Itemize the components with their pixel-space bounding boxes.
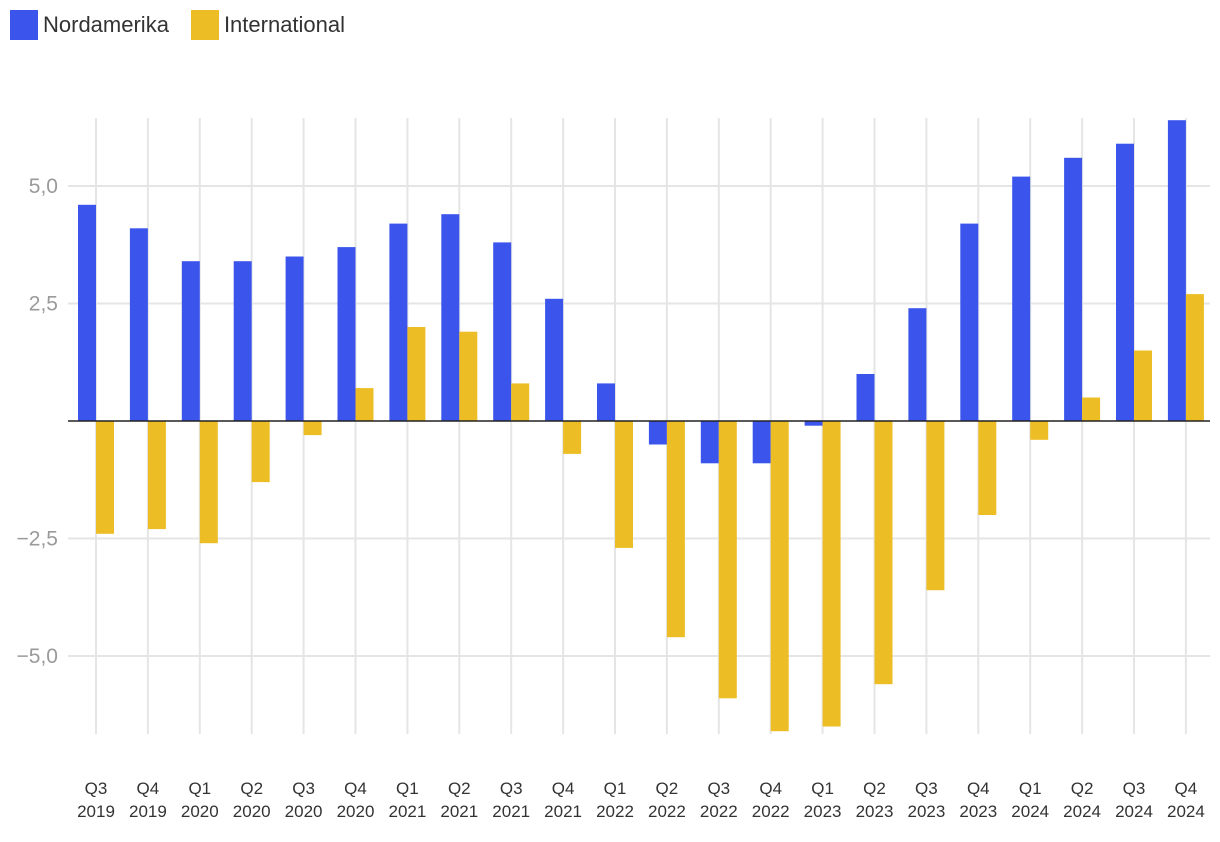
legend-item-international: International	[190, 10, 346, 40]
bar-international	[770, 421, 789, 732]
x-tick-label: Q2 2022	[648, 779, 686, 821]
bar-international	[199, 421, 218, 544]
legend-label-nordamerika: Nordamerika	[43, 12, 169, 37]
bar-nordamerika	[389, 223, 408, 421]
y-tick-label: 5,0	[29, 175, 58, 198]
x-tick-label: Q4 2022	[752, 779, 790, 821]
bar-nordamerika	[337, 247, 356, 421]
bar-nordamerika	[285, 256, 304, 421]
bar-international	[1134, 350, 1152, 421]
bar-nordamerika	[1064, 157, 1083, 422]
bar-nordamerika	[78, 204, 96, 421]
bar-international	[303, 421, 322, 436]
bar-international	[1082, 397, 1101, 421]
legend-item-nordamerika: Nordamerika	[10, 10, 169, 40]
bar-international	[563, 421, 582, 454]
bar-nordamerika	[545, 298, 564, 421]
x-tick-label: Q4 2021	[544, 779, 582, 821]
x-tick-label: Q1 2023	[804, 779, 842, 821]
x-tick-label: Q2 2023	[856, 779, 894, 821]
bar-international	[407, 327, 426, 421]
bar-international	[147, 421, 166, 530]
x-tick-label: Q2 2020	[233, 779, 271, 821]
bar-nordamerika	[129, 228, 148, 421]
bar-international	[978, 421, 997, 515]
bar-nordamerika	[1167, 120, 1186, 421]
bar-international	[251, 421, 270, 483]
bar-international	[96, 421, 114, 534]
legend-swatch-international	[190, 10, 219, 40]
bar-nordamerika	[441, 214, 460, 421]
bar-nordamerika	[908, 308, 927, 421]
bar-international	[511, 383, 530, 421]
bar-international	[355, 388, 374, 421]
bar-nordamerika	[856, 374, 875, 421]
bar-nordamerika	[804, 421, 823, 426]
x-tick-label: Q1 2020	[181, 779, 219, 821]
bar-international	[1030, 421, 1049, 440]
legend-label-international: International	[223, 12, 346, 37]
bar-nordamerika	[648, 421, 667, 445]
x-tick-label: Q3 2021	[492, 779, 530, 821]
bar-nordamerika	[1012, 176, 1031, 421]
x-tick-label: Q3 2022	[700, 779, 738, 821]
x-tick-label: Q1 2021	[388, 779, 426, 821]
bar-nordamerika	[181, 261, 200, 421]
bar-nordamerika	[960, 223, 979, 421]
bar-nordamerika	[493, 242, 512, 421]
bar-international	[1185, 294, 1204, 421]
x-tick-label: Q3 2023	[907, 779, 945, 821]
x-tick-label: Q1 2022	[596, 779, 634, 821]
y-tick-label: −2,5	[17, 528, 58, 551]
bar-international	[615, 421, 633, 548]
bar-international	[459, 331, 478, 421]
x-tick-label: Q2 2024	[1063, 779, 1101, 821]
x-tick-label: Q4 2019	[129, 779, 167, 821]
bar-nordamerika	[1116, 143, 1134, 421]
y-tick-label: −5,0	[17, 645, 58, 668]
x-tick-label: Q3 2020	[285, 779, 323, 821]
x-tick-label: Q4 2023	[959, 779, 997, 821]
bar-nordamerika	[700, 421, 719, 464]
x-tick-label: Q4 2024	[1167, 779, 1205, 821]
x-tick-label: Q4 2020	[337, 779, 375, 821]
x-tick-label: Q3 2019	[77, 779, 115, 821]
bar-nordamerika	[233, 261, 252, 421]
bar-international	[666, 421, 685, 638]
x-tick-label: Q3 2024	[1115, 779, 1153, 821]
legend: Nordamerika International	[10, 10, 367, 40]
x-tick-label: Q1 2024	[1011, 779, 1049, 821]
bar-nordamerika	[752, 421, 771, 464]
x-tick-label: Q2 2021	[440, 779, 478, 821]
bar-nordamerika	[597, 383, 615, 421]
bar-international	[926, 421, 945, 591]
bar-international	[822, 421, 841, 727]
legend-swatch-nordamerika	[10, 10, 38, 40]
y-tick-label: 2,5	[29, 293, 58, 316]
bar-international	[874, 421, 893, 685]
bar-international	[718, 421, 737, 699]
